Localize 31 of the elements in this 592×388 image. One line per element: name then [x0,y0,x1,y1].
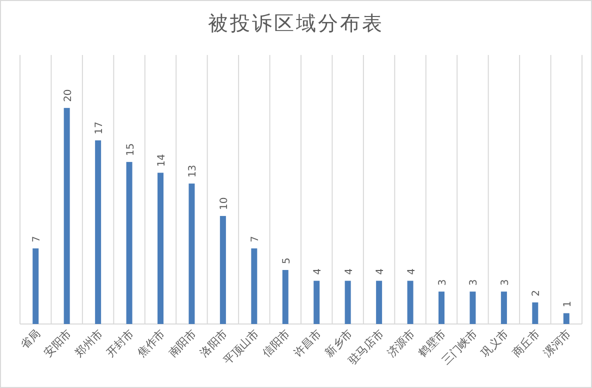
x-tick-label: 信阳市 [260,326,292,360]
data-label: 13 [188,164,199,178]
x-tick-label: 巩义市 [478,326,512,360]
data-label: 10 [218,197,230,210]
data-label: 4 [312,268,324,275]
title: 被投诉区域分布表 [208,11,384,35]
x-tick-label: 焦作市 [135,326,168,360]
data-label: 1 [562,300,574,308]
data-label: 2 [531,290,542,296]
data-label: 15 [125,143,136,156]
data-label: 4 [344,268,355,275]
data-label: 20 [62,89,74,102]
x-tick-label: 漯河市 [540,326,574,360]
data-label: 4 [406,268,418,275]
x-tick-label: 省局 [18,326,43,352]
x-tick-label: 开封市 [104,326,136,360]
x-tick-label: 济源市 [384,326,418,360]
data-label: 14 [156,154,168,167]
x-tick-label: 许昌市 [291,326,324,360]
x-tick-label: 商丘市 [510,326,542,360]
data-label: 5 [281,258,292,264]
data-label: 7 [250,236,262,242]
data-label: 4 [375,268,386,275]
data-label: 17 [94,122,106,134]
x-tick-label: 南阳市 [166,326,199,360]
x-tick-label: 安阳市 [41,326,74,360]
data-label: 3 [438,279,448,286]
data-label: 3 [500,279,511,286]
data-label: 7 [32,236,43,242]
data-label: 3 [468,279,480,286]
x-tick-label: 郑州市 [72,326,106,360]
